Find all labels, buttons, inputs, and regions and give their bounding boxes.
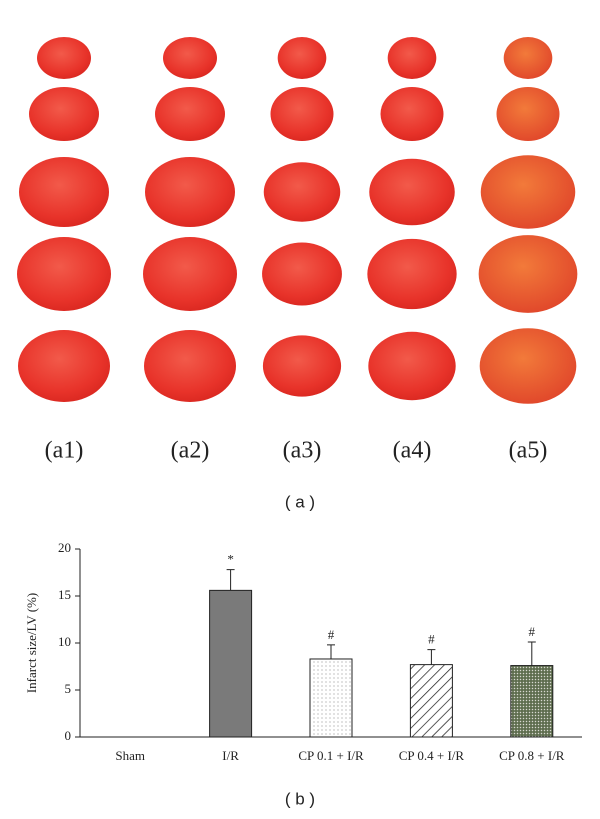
heart-slice (480, 155, 576, 229)
heart-slice (143, 237, 237, 311)
slice-label: (a5) (509, 438, 548, 464)
heart-slice (262, 242, 342, 306)
heart-slice (37, 37, 91, 79)
heart-slice (277, 37, 327, 79)
heart-slice (503, 37, 553, 79)
heart-slice (479, 328, 577, 404)
heart-slice (496, 87, 560, 141)
error-bar (527, 641, 536, 666)
heart-slice (368, 331, 456, 401)
y-axis-label: Infarct size/LV (%) (24, 593, 39, 693)
bar (510, 665, 554, 738)
significance-mark: # (428, 632, 435, 647)
error-bar (327, 644, 335, 659)
slice-label: (a3) (283, 438, 322, 464)
x-tick-label: I/R (222, 748, 239, 763)
heart-slice (387, 37, 437, 79)
y-tick-label: 10 (58, 634, 71, 649)
heart-slice (380, 87, 444, 141)
heart-slice (263, 162, 341, 222)
heart-slice (367, 238, 457, 310)
panel-caption: ( a ) (285, 492, 315, 511)
significance-mark: * (227, 552, 234, 567)
y-tick-label: 20 (58, 540, 71, 555)
heart-slice (270, 87, 334, 141)
bar (209, 589, 253, 738)
x-tick-label: CP 0.8 + I/R (499, 748, 565, 763)
heart-slice (19, 157, 109, 227)
significance-mark: # (328, 627, 335, 642)
heart-slices (17, 37, 578, 404)
x-tick-label: CP 0.4 + I/R (399, 748, 465, 763)
significance-mark: # (529, 624, 536, 639)
x-tick-label: Sham (115, 748, 145, 763)
heart-slice (144, 330, 236, 402)
y-tick-label: 15 (58, 587, 71, 602)
panel-caption: ( b ) (285, 789, 315, 808)
x-tick-label: CP 0.1 + I/R (298, 748, 364, 763)
slice-label: (a2) (171, 438, 210, 464)
slice-label: (a1) (45, 438, 84, 464)
bar (309, 658, 353, 738)
heart-slice (155, 87, 225, 141)
heart-slice (29, 87, 99, 141)
heart-slice (17, 237, 111, 311)
heart-slice (163, 37, 217, 79)
slice-label: (a4) (393, 438, 432, 464)
heart-slice (369, 158, 455, 226)
heart-slice (18, 330, 110, 402)
error-bar (427, 649, 436, 665)
heart-slice (145, 157, 235, 227)
heart-slice (262, 335, 342, 397)
y-tick-label: 5 (65, 681, 72, 696)
error-bar (226, 569, 235, 591)
heart-slice (478, 235, 578, 313)
y-tick-label: 0 (65, 728, 72, 743)
bar (409, 664, 453, 738)
